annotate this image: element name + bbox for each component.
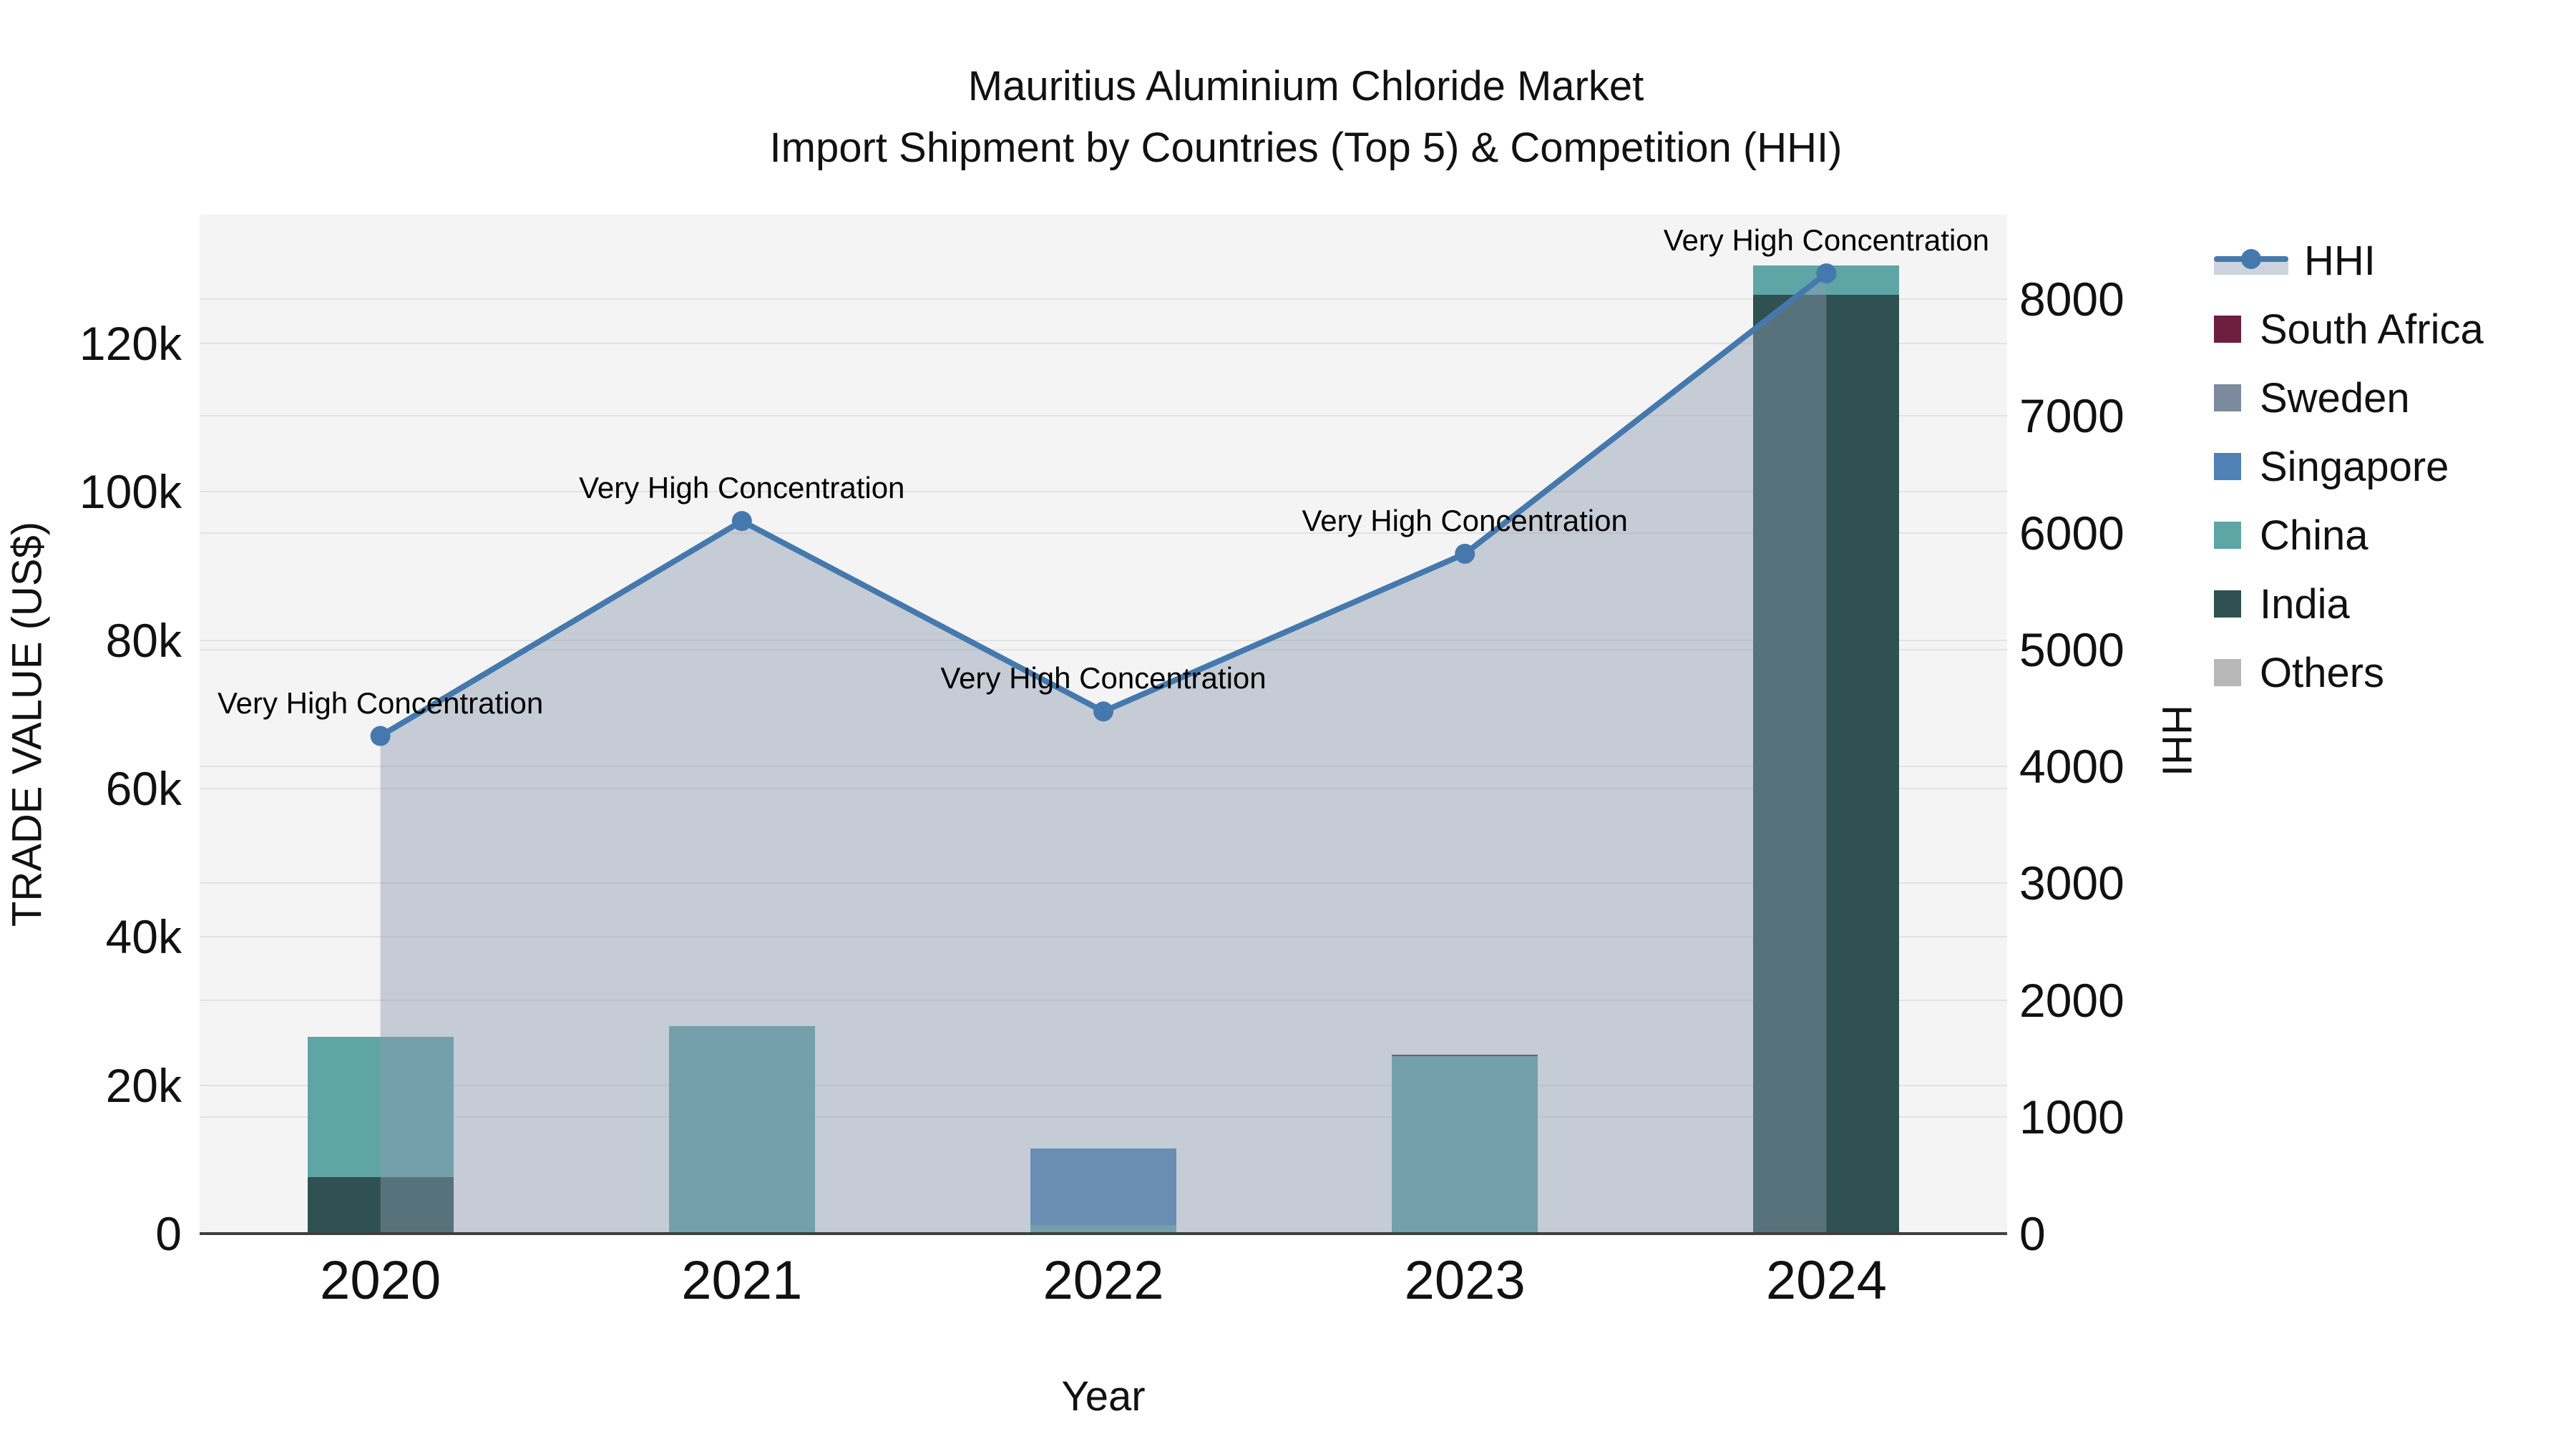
gridline-y	[200, 936, 2007, 938]
gridline-y2	[200, 298, 2007, 300]
gridline-y2	[200, 999, 2007, 1001]
bar-segment-china-2022[interactable]	[1030, 1224, 1176, 1234]
y2-tick-label: 2000	[2019, 973, 2124, 1027]
y-tick-label: 60k	[105, 762, 182, 815]
gridline-y2	[200, 882, 2007, 884]
gridline-y2	[200, 532, 2007, 534]
x-tick-label: 2024	[1765, 1250, 1887, 1311]
gridline-y	[200, 491, 2007, 493]
legend-item-south-africa[interactable]: South Africa	[2214, 295, 2484, 364]
y2-tick-label: 7000	[2019, 389, 2124, 443]
bar-segment-south-africa-2023[interactable]	[1392, 1055, 1538, 1057]
gridline-y2	[200, 648, 2007, 650]
legend-swatch-sweden-icon	[2214, 384, 2241, 411]
legend-item-india[interactable]: India	[2214, 570, 2484, 638]
plot-area	[200, 215, 2007, 1234]
y2-tick-label: 1000	[2019, 1090, 2124, 1143]
y-axis-title: TRADE VALUE (US$)	[4, 521, 51, 927]
chart-title-line2: Import Shipment by Countries (Top 5) & C…	[769, 125, 1843, 171]
legend-swatch-china-icon	[2214, 522, 2241, 549]
y-tick-label: 80k	[105, 613, 182, 667]
gridline-y	[200, 788, 2007, 789]
y2-tick-label: 4000	[2019, 740, 2124, 793]
y2-tick-label: 6000	[2019, 506, 2124, 560]
y-tick-label: 20k	[105, 1058, 182, 1112]
annotation-2023: Very High Concentration	[1302, 503, 1628, 537]
x-tick-label: 2023	[1404, 1250, 1526, 1311]
y-tick-label: 40k	[105, 910, 182, 964]
annotation-2021: Very High Concentration	[579, 471, 905, 505]
y-tick-label: 0	[155, 1207, 182, 1260]
annotation-2022: Very High Concentration	[940, 661, 1267, 696]
y-tick-label: 120k	[79, 317, 182, 370]
legend-swatch-others-icon	[2214, 659, 2241, 686]
legend-label-singapore: Singapore	[2260, 443, 2449, 490]
y2-tick-label: 0	[2019, 1207, 2046, 1260]
gridline-y	[200, 343, 2007, 344]
legend-label-south-africa: South Africa	[2260, 306, 2484, 353]
legend-label-india: India	[2260, 580, 2350, 628]
legend-item-singapore[interactable]: Singapore	[2214, 432, 2484, 501]
legend-item-sweden[interactable]: Sweden	[2214, 364, 2484, 432]
x-tick-label: 2022	[1043, 1250, 1164, 1311]
legend: HHI South Africa Sweden Singapore China India…	[2214, 226, 2484, 707]
legend-swatch-india-icon	[2214, 590, 2241, 618]
bar-segment-china-2020[interactable]	[307, 1037, 454, 1178]
legend-swatch-south-africa-icon	[2214, 316, 2241, 343]
annotation-2024: Very High Concentration	[1663, 223, 1990, 258]
bar-segment-india-2024[interactable]	[1753, 294, 1900, 1234]
legend-label-china: China	[2260, 512, 2368, 559]
y2-tick-label: 3000	[2019, 857, 2124, 910]
bar-segment-china-2023[interactable]	[1392, 1056, 1538, 1234]
bar-segment-china-2021[interactable]	[668, 1025, 815, 1234]
legend-label-others: Others	[2260, 649, 2385, 696]
annotation-2020: Very High Concentration	[217, 686, 544, 720]
legend-label-sweden: Sweden	[2260, 374, 2410, 421]
x-tick-label: 2020	[320, 1250, 441, 1311]
y2-tick-label: 8000	[2019, 273, 2124, 326]
legend-item-china[interactable]: China	[2214, 501, 2484, 570]
legend-label-hhi: HHI	[2304, 237, 2376, 284]
y2-tick-label: 5000	[2019, 623, 2124, 676]
x-axis-title: Year	[1061, 1373, 1146, 1420]
x-tick-label: 2021	[681, 1250, 803, 1311]
legend-item-hhi[interactable]: HHI	[2214, 226, 2484, 295]
y-tick-label: 100k	[79, 465, 182, 519]
gridline-y2	[200, 766, 2007, 767]
x-axis-line	[200, 1232, 2007, 1235]
gridline-y2	[200, 1116, 2007, 1118]
legend-hhi-line-icon	[2214, 245, 2288, 276]
gridline-y	[200, 1084, 2007, 1086]
y2-axis-title: HHI	[2153, 705, 2200, 776]
chart-title-line1: Mauritius Aluminium Chloride Market	[967, 63, 1644, 109]
bar-segment-china-2024[interactable]	[1753, 265, 1900, 295]
gridline-y2	[200, 415, 2007, 417]
chart-title: Mauritius Aluminium Chloride Market Impo…	[770, 56, 1843, 179]
bar-segment-india-2020[interactable]	[307, 1177, 454, 1234]
bar-segment-singapore-2022[interactable]	[1030, 1148, 1176, 1225]
gridline-y	[200, 639, 2007, 641]
legend-swatch-singapore-icon	[2214, 453, 2241, 480]
legend-item-others[interactable]: Others	[2214, 638, 2484, 707]
